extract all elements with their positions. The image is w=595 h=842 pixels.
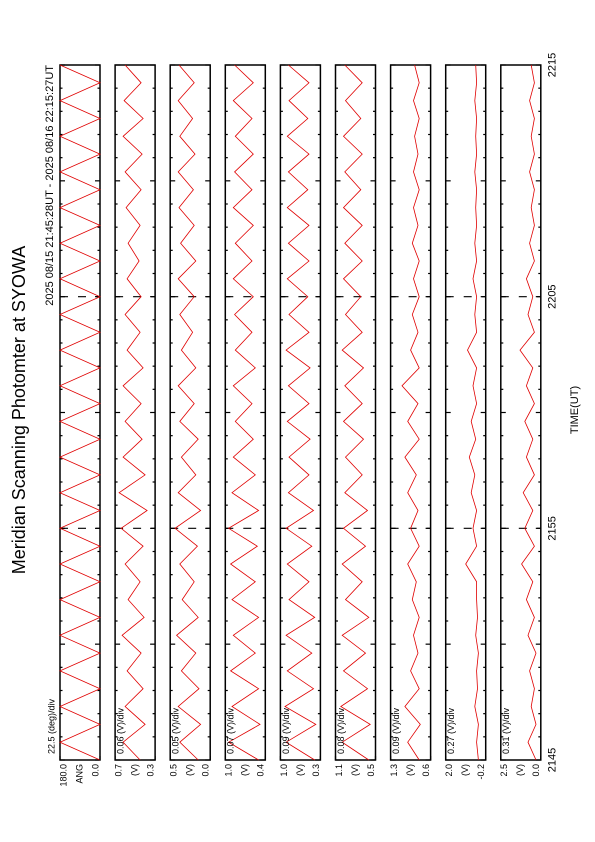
y-tick-label: 0.7: [113, 764, 123, 777]
y-tick-label: 0.0: [201, 764, 211, 777]
y-tick-label: 1.0: [224, 764, 234, 777]
panel-frame: [334, 64, 377, 761]
unit-label: (V): [185, 764, 195, 776]
y-tick-label: 2.0: [444, 764, 454, 777]
unit-label: (V): [460, 764, 470, 776]
trace: [340, 64, 371, 761]
scale-label: 0.09 (V)/div: [281, 707, 291, 754]
y-tick-label: 0.0: [531, 764, 541, 777]
scale-label: 0.31 (V)/div: [501, 707, 511, 754]
subtitle: 2025 08/15 21:45:28UT - 2025 08/16 22:15…: [44, 65, 56, 306]
trace: [465, 64, 479, 761]
x-tick-label: 2205: [547, 284, 559, 308]
unit-label: (V): [405, 764, 415, 776]
y-tick-label: 0.5: [169, 764, 179, 777]
trace: [401, 64, 421, 761]
y-tick-label: 2.5: [499, 764, 509, 777]
panel-frame: [224, 64, 267, 761]
scale-label: 0.09 (V)/div: [391, 707, 401, 754]
scale-label: 0.07 (V)/div: [226, 707, 236, 754]
y-tick-label: 0.3: [145, 764, 155, 777]
y-tick-label: 180.0: [58, 764, 68, 787]
y-tick-label: 0.6: [421, 764, 431, 777]
trace: [59, 64, 101, 761]
panel-frame: [444, 64, 487, 761]
scale-label: 0.05 (V)/div: [171, 707, 181, 754]
rotated-chart: Meridian Scanning Photomter at SYOWA 202…: [9, 53, 581, 787]
y-tick-label: 1.1: [334, 764, 344, 777]
y-tick-label: 0.3: [311, 764, 321, 777]
scale-label: 0.06 (V)/div: [115, 707, 125, 754]
x-tick-label: 2215: [547, 53, 559, 77]
y-tick-label: 0.4: [256, 764, 266, 777]
trace: [174, 64, 202, 761]
scale-label: 0.27 (V)/div: [446, 707, 456, 754]
y-tick-label: 0.5: [366, 764, 376, 777]
chart-title: Meridian Scanning Photomter at SYOWA: [9, 246, 29, 574]
unit-label: (V): [240, 764, 250, 776]
trace: [519, 64, 537, 761]
x-tick-label: 2145: [547, 748, 559, 772]
trace: [284, 64, 317, 761]
x-tick-label: 2155: [547, 516, 559, 540]
unit-label: (V): [350, 764, 360, 776]
panel-frame: [114, 64, 156, 761]
x-axis-label: TIME(UT): [569, 386, 581, 434]
panel-frame: [169, 64, 211, 761]
panel-frame: [389, 64, 432, 761]
scale-label: 22.5 (deg)/div: [46, 698, 56, 754]
unit-label: ANG: [74, 764, 84, 784]
trace: [118, 64, 148, 761]
y-tick-label: -0.2: [476, 764, 486, 780]
y-tick-label: 1.0: [279, 764, 289, 777]
unit-label: (V): [515, 764, 525, 776]
unit-label: (V): [295, 764, 305, 776]
scale-label: 0.08 (V)/div: [336, 707, 346, 754]
panel-frame: [279, 64, 322, 761]
y-tick-label: 1.3: [389, 764, 399, 777]
trace: [227, 64, 261, 761]
y-tick-label: 0.0: [90, 764, 100, 777]
unit-label: (V): [129, 764, 139, 776]
